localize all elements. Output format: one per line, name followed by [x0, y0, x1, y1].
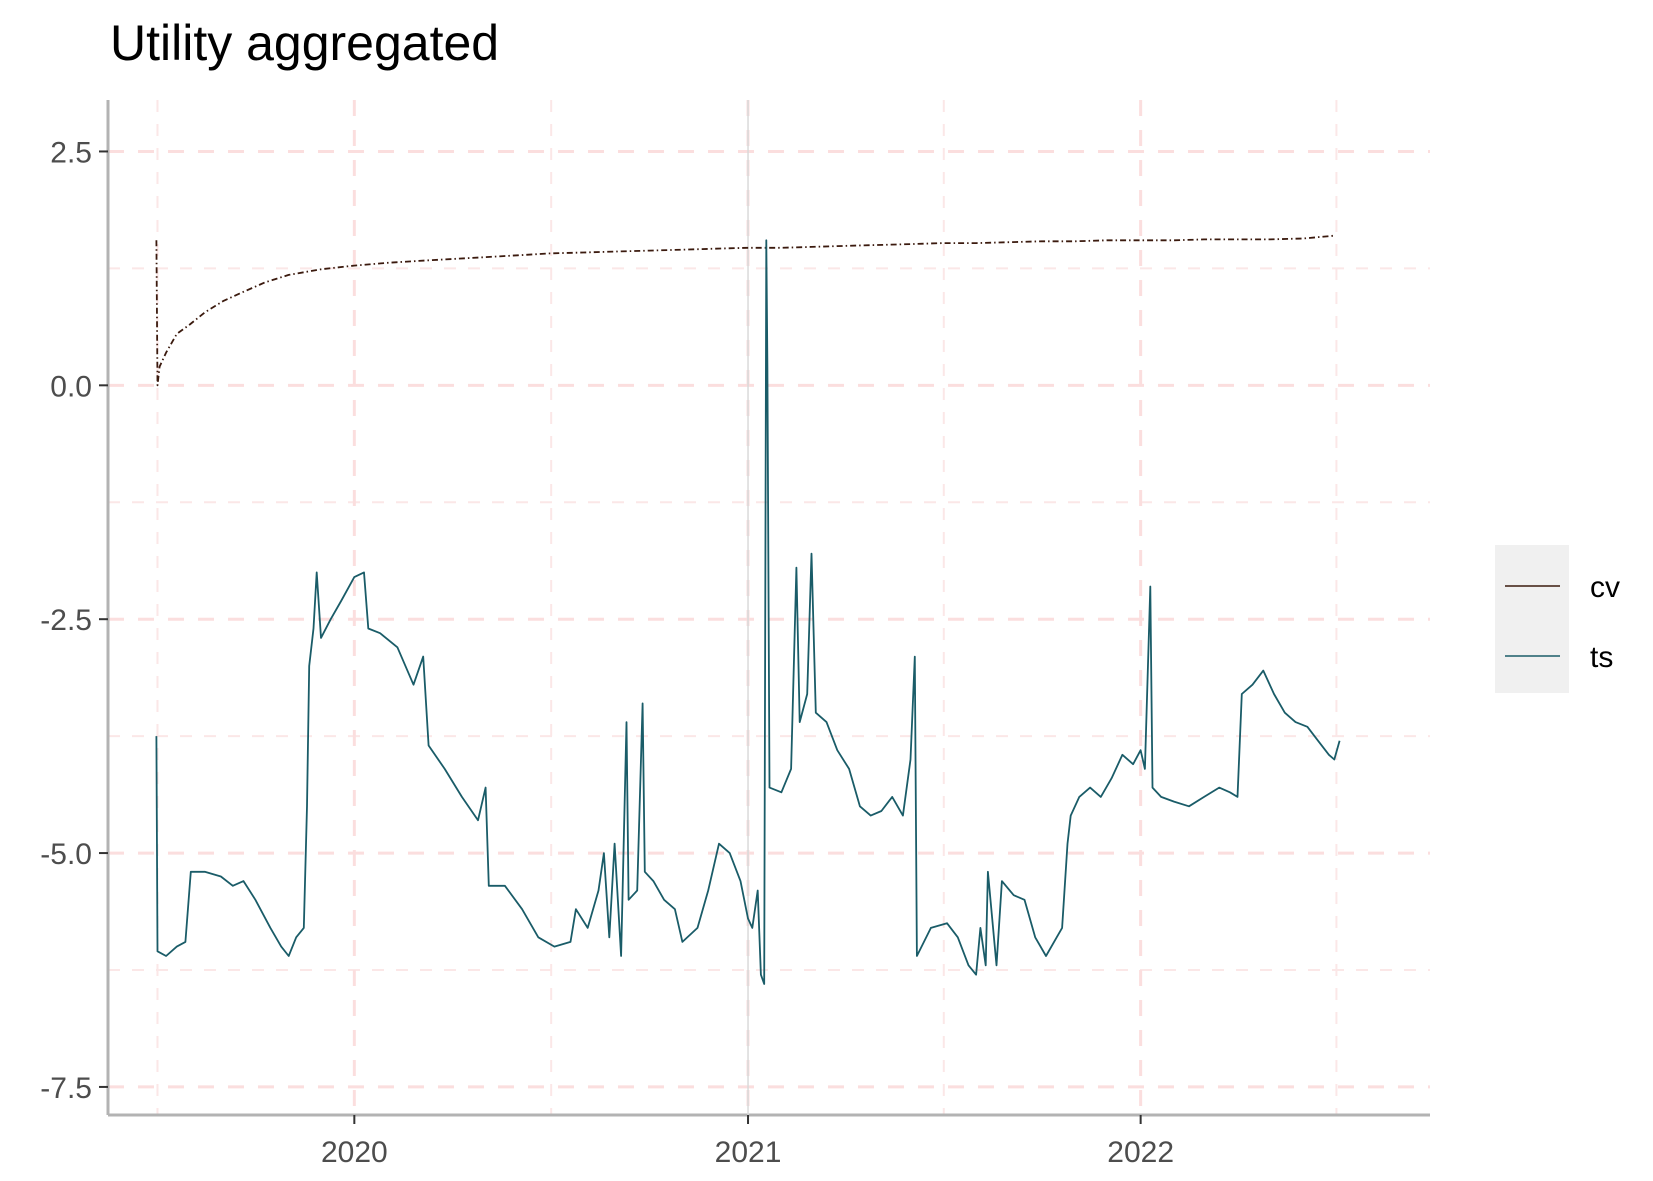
- series-line-cv: [155, 234, 1336, 387]
- x-tick-label: 2022: [1107, 1136, 1174, 1169]
- legend-label-ts: ts: [1590, 641, 1613, 674]
- series-line-ts: [155, 239, 1341, 985]
- axes: [106, 100, 1430, 1117]
- y-axis-ticks: 2.5 0.0 -2.5 -5.0 -7.5: [40, 136, 108, 1105]
- legend: cv ts: [1495, 545, 1620, 693]
- y-tick-label: 0.0: [50, 370, 92, 403]
- y-tick-label: -2.5: [40, 604, 92, 637]
- legend-label-cv: cv: [1590, 571, 1620, 604]
- legend-background: [1495, 545, 1569, 693]
- x-axis-ticks: 2020 2021 2022: [321, 1115, 1174, 1169]
- series-lines: [155, 234, 1341, 985]
- y-tick-label: -5.0: [40, 838, 92, 871]
- chart-title: Utility aggregated: [110, 15, 500, 71]
- x-tick-label: 2020: [321, 1136, 388, 1169]
- x-tick-label: 2021: [715, 1136, 782, 1169]
- y-tick-label: -7.5: [40, 1072, 92, 1105]
- y-tick-label: 2.5: [50, 136, 92, 169]
